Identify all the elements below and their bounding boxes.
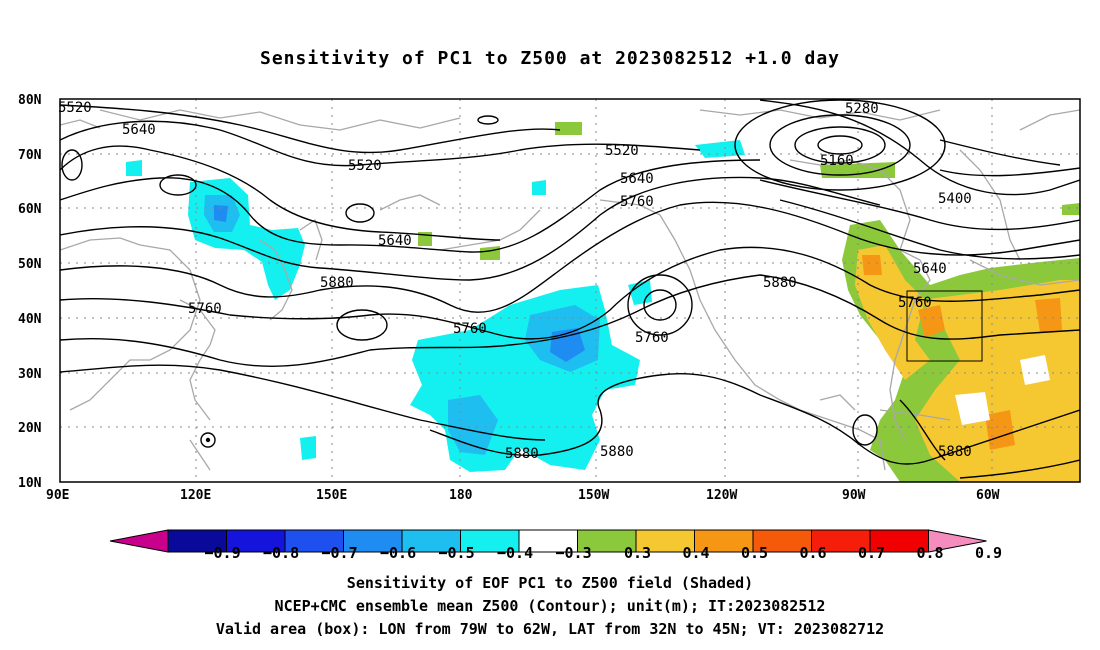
caption-line-2: NCEP+CMC ensemble mean Z500 (Contour); u… (274, 597, 826, 615)
lat-label: 20N (18, 421, 42, 436)
lon-label: 150E (316, 488, 347, 503)
colorbar-low-triangle (109, 529, 169, 553)
lon-label: 60W (976, 488, 1000, 503)
lat-label: 70N (18, 148, 42, 163)
lat-label: 30N (18, 367, 42, 382)
contour-label: 5520 (605, 143, 639, 159)
colorbar-tick-label: 0.5 (741, 544, 768, 562)
coastlines (60, 109, 1080, 471)
chart-title: Sensitivity of PC1 to Z500 at 2023082512… (259, 48, 840, 69)
lon-label: 180 (449, 488, 473, 503)
lon-labels: 90E 120E 150E 180 150W 120W 90W 60W (46, 488, 1000, 503)
graticule (60, 99, 1080, 482)
contour-label: 5760 (620, 194, 654, 210)
negative-small-1 (126, 160, 142, 176)
contour-label: 5280 (845, 101, 879, 117)
colorbar-tick-label: −0.5 (439, 544, 475, 562)
colorbar-high-triangle (928, 529, 987, 553)
negative-small-3 (532, 180, 546, 195)
caption-line-3: Valid area (box): LON from 79W to 62W, L… (215, 620, 885, 638)
positive-white-hole-2 (1020, 355, 1050, 385)
contour-label: 5880 (763, 275, 797, 291)
positive-orange-4 (1035, 298, 1062, 332)
contour-label: 5760 (635, 330, 669, 346)
colorbar-tick-label: 0.4 (683, 544, 710, 562)
contour-label: 5520 (348, 158, 382, 174)
colorbar-tick-label: −0.3 (556, 544, 592, 562)
lon-label: 90E (46, 488, 69, 503)
lat-label: 80N (18, 93, 42, 108)
map-frame (59, 98, 1081, 483)
contour-label: 5880 (320, 275, 354, 291)
lat-label: 10N (18, 476, 42, 491)
positive-orange-1 (862, 255, 882, 275)
valid-area-box (906, 290, 983, 362)
colorbar-tick-label: 0.3 (624, 544, 651, 562)
colorbar-tick-label: 0.8 (917, 544, 944, 562)
lat-label: 50N (18, 257, 42, 272)
contour-label: 5640 (378, 233, 412, 249)
negative-small-2 (300, 436, 316, 460)
contour-label: 5640 (620, 171, 654, 187)
caption-line-1: Sensitivity of EOF PC1 to Z500 field (Sh… (346, 574, 754, 592)
positive-small-2 (820, 162, 895, 178)
lon-label: 120W (706, 488, 737, 503)
lat-label: 60N (18, 202, 42, 217)
colorbar-tick-label: −0.4 (497, 544, 533, 562)
colorbar: −0.9 −0.8 −0.7 −0.6 −0.5 −0.4 −0.3 0.3 0.4 0.5 0.6… (109, 529, 1002, 562)
contour-label: 5880 (505, 446, 539, 462)
lon-label: 120E (180, 488, 211, 503)
contour-label: 5640 (122, 122, 156, 138)
positive-small-1 (555, 122, 582, 135)
sensitivity-map: 5520 5640 5520 5640 5760 5880 5760 5880 … (18, 93, 1081, 503)
negative-dark-east-asia (214, 205, 228, 222)
positive-yellow-1 (855, 245, 930, 380)
colorbar-tick-label: 0.6 (800, 544, 827, 562)
lon-label: 90W (842, 488, 866, 503)
colorbar-tick-label: −0.6 (380, 544, 416, 562)
lat-label: 40N (18, 312, 42, 327)
contour-label: 5760 (188, 301, 222, 317)
contour-label: 5760 (898, 295, 932, 311)
lon-label: 150W (578, 488, 609, 503)
positive-orange-2 (918, 305, 945, 338)
colorbar-tick-label: 0.7 (858, 544, 885, 562)
negative-dark-pacific (550, 328, 585, 362)
positive-small-5 (1062, 203, 1080, 215)
contour-label: 5520 (58, 100, 92, 116)
positive-white-hole-1 (955, 392, 990, 425)
contour-label: 5880 (600, 444, 634, 460)
contour-labels: 5520 5640 5520 5640 5760 5880 5760 5880 … (58, 100, 972, 462)
colorbar-tick-label: −0.7 (322, 544, 358, 562)
contour-label: 5760 (453, 321, 487, 337)
contour-label: 5400 (938, 191, 972, 207)
contour-label: 5640 (913, 261, 947, 277)
lat-labels: 80N 70N 60N 50N 40N 30N 20N 10N (18, 93, 42, 491)
shaded-sensitivity (126, 122, 1080, 482)
colorbar-tick-label: −0.8 (263, 544, 299, 562)
colorbar-tick-label: 0.9 (975, 544, 1002, 562)
contour-label: 5880 (938, 444, 972, 460)
colorbar-tick-label: −0.9 (205, 544, 241, 562)
positive-yellow-2 (915, 280, 1080, 482)
negative-core-pacific-2 (448, 395, 498, 455)
contour-label: 5160 (820, 153, 854, 169)
z500-contours (60, 99, 1080, 479)
